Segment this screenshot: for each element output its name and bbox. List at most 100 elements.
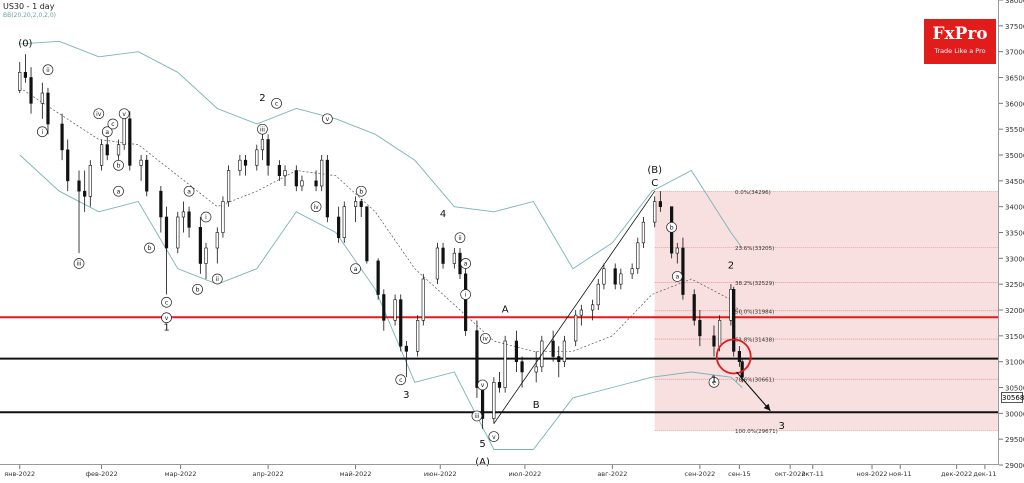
x-tick-label: сен-15 [728, 470, 750, 478]
candle-body [520, 361, 524, 373]
circled-wave-marker [200, 211, 212, 223]
circled-wave-label: c [399, 377, 402, 384]
circled-wave-marker [310, 201, 322, 213]
candle-body [266, 139, 270, 166]
candle-body [128, 118, 132, 166]
circled-wave-label: v [326, 116, 330, 123]
candle-body [452, 252, 456, 264]
circled-wave-label: i [465, 292, 467, 299]
candle-body [66, 149, 70, 182]
circled-wave-label: b [359, 188, 363, 195]
circled-wave-label: a [187, 188, 191, 195]
candle-body [283, 170, 287, 176]
candle-body [116, 144, 121, 156]
fib-level-label: 61.8%(31438) [735, 338, 774, 344]
circled-wave-marker [471, 410, 483, 422]
circled-wave-marker [192, 283, 203, 295]
wave-label: 2 [728, 261, 734, 272]
candle-body [636, 242, 640, 269]
circled-wave-label: iii [474, 413, 479, 420]
trend-line [493, 190, 656, 424]
fib-level-label: 50.0%(31984) [735, 309, 774, 315]
candle-body [619, 273, 623, 285]
circled-wave-marker [460, 289, 471, 300]
candle-body [602, 268, 606, 285]
y-tick-label: 38000 [1005, 0, 1024, 5]
circled-wave-label: c [111, 121, 114, 128]
candle-body [29, 77, 33, 104]
candle-body [630, 268, 634, 275]
candle-body [675, 247, 679, 254]
circled-wave-label: v [481, 382, 485, 389]
candle-body [399, 299, 403, 347]
candle-body [159, 190, 163, 218]
fib-level-label: 23.6%(33205) [735, 246, 774, 252]
y-tick-label: 31000 [1005, 359, 1024, 367]
candle-body [145, 159, 149, 192]
x-tick-label: июл-2022 [509, 470, 542, 478]
candle-body [464, 273, 468, 331]
x-tick-label: сен-2022 [685, 470, 716, 478]
candle-body [255, 149, 259, 166]
circled-wave-marker [36, 126, 48, 138]
circled-wave-label: ii [46, 67, 50, 74]
wave-label: (A) [475, 457, 490, 468]
x-tick-label: ноя-2022 [856, 470, 887, 478]
candle-body [77, 180, 81, 192]
candle-body [204, 247, 208, 264]
projection-arrow [736, 371, 771, 412]
circled-wave-marker [101, 126, 113, 138]
candle-body [613, 268, 617, 285]
y-tick-label: 37500 [1005, 23, 1024, 31]
y-tick-label: 30000 [1005, 410, 1024, 418]
fxpro-logo: FxPro Trade Like a Pro [924, 19, 996, 64]
circled-wave-label: iii [260, 126, 265, 133]
candle-body [139, 159, 143, 166]
candle-body [681, 247, 685, 295]
candle-body [365, 206, 369, 262]
bb-upper-line [19, 40, 743, 270]
candle-body [376, 260, 380, 295]
x-tick-label: окт-11 [802, 470, 824, 478]
circled-wave-marker [488, 431, 500, 442]
circled-wave-label: a [117, 188, 121, 195]
circled-wave-marker [211, 273, 223, 285]
x-tick-label: апр-2022 [252, 470, 283, 478]
circled-wave-marker [118, 108, 130, 120]
candle-body [300, 180, 304, 187]
circled-wave-label: iv [96, 111, 102, 118]
wave-label: (0) [18, 39, 32, 50]
wave-label: 1 [711, 374, 717, 385]
candle-body [497, 382, 502, 388]
circled-wave-marker [322, 113, 333, 125]
circled-wave-marker [42, 64, 54, 76]
circled-wave-label: b [196, 287, 200, 294]
y-tick-label: 32500 [1005, 281, 1024, 289]
candle-body [421, 278, 425, 321]
candle-body [579, 309, 583, 316]
circled-wave-label: v [165, 315, 169, 322]
candle-body [314, 180, 318, 187]
circled-wave-label: v [492, 434, 496, 441]
highlight-circle [715, 338, 752, 375]
current-price-tag: 30568 [1001, 392, 1024, 403]
candle-body [591, 304, 595, 311]
circled-wave-marker [161, 312, 172, 324]
logo-tagline: Trade Like a Pro [934, 47, 986, 55]
circled-wave-marker [161, 296, 172, 308]
circled-wave-label: a [464, 261, 468, 268]
candle-body [215, 232, 219, 249]
candle-body [503, 340, 507, 388]
candle-body [534, 366, 538, 373]
circled-wave-marker [183, 185, 195, 197]
circled-wave-marker [350, 263, 361, 275]
logo-brand-text: FxPro [932, 24, 988, 44]
y-tick-label: 35500 [1005, 126, 1024, 134]
candle-body [475, 330, 479, 388]
circled-wave-label: i [205, 214, 207, 221]
candle-body [60, 123, 64, 151]
candle-body [441, 247, 445, 264]
y-tick-label: 33000 [1005, 255, 1024, 263]
circled-wave-marker [395, 374, 407, 386]
candle-body [40, 92, 44, 104]
